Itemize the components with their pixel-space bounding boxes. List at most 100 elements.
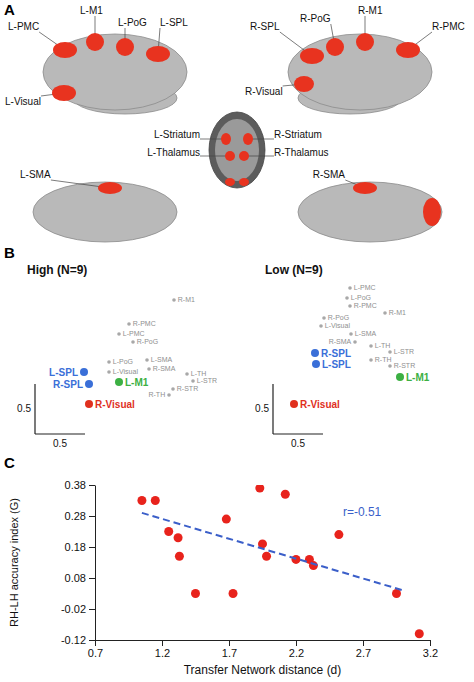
panel-letter: C [4,454,15,471]
node-label: R-TH [148,391,165,398]
node [107,370,111,374]
region-patch [353,182,377,194]
scale-bar [35,433,85,434]
node [80,368,88,376]
node-label: L-SPL [322,359,351,370]
point [137,496,146,505]
region-label: R-SMA [313,169,346,180]
tick-mark [296,640,297,646]
region-label: L-SMA [20,169,51,180]
region-label: L-SPL [160,17,188,28]
node-label: R-M1 [178,296,195,303]
tick-label: 1.2 [155,647,170,659]
tick-label: -0.12 [61,634,86,646]
region-patch [243,133,253,145]
point [415,629,424,638]
x-axis-title: Transfer Network distance (d) [184,663,342,677]
brain-axial-inner [215,119,259,181]
point [191,589,200,598]
brain-medial-right [298,182,442,242]
tick-mark [89,516,95,517]
scatter-panel: C0.71.21.72.22.73.2-0.12-0.020.080.180.2… [4,454,438,677]
tick: 2.2 [289,640,304,659]
node [388,350,392,354]
tick-mark [89,485,95,486]
tick-mark [162,640,163,646]
tick-label: 0.28 [65,510,86,522]
tick-label: 0.18 [65,541,86,553]
scale-bar-label: 0.5 [53,438,67,449]
region-patch [423,198,441,226]
panel-title: Low (N=9) [265,263,323,277]
node-label: R-PoG [137,338,158,345]
region-label: L-Thalamus [147,147,200,158]
tick-mark [89,578,95,579]
node [312,360,320,368]
node-label: L-Visual [113,368,139,375]
region-patch [300,48,324,64]
tick-label: 3.2 [423,647,438,659]
annotation: r=-0.51 [343,505,382,519]
node [311,349,319,357]
node [131,340,135,344]
region-label: R-PoG [300,13,331,24]
brain-lateral-left [43,34,187,110]
panel-letter: B [4,244,15,261]
scale-bar [273,433,323,434]
node-label: L-SMA [151,356,173,363]
node-label: R-PMC [133,320,156,327]
node [115,378,123,386]
node [348,286,352,290]
node-label: L-STR [197,377,217,384]
node [117,332,121,336]
brain-axial [209,112,265,188]
tick: 2.7 [356,640,371,659]
point [164,527,173,536]
tick-label: 2.2 [289,647,304,659]
region-patch [225,178,235,186]
region-labels: L-PMCL-M1L-PoGL-SPLL-VisualR-PoGR-SPLR-M… [5,5,465,180]
tick: 1.7 [222,640,237,659]
node [127,322,131,326]
tick-label: 2.7 [356,647,371,659]
network-panel: Low (N=9)0.50.5L-M1L-SPLR-SPLR-VisualL-P… [255,263,430,449]
node-label: L-SMA [355,330,377,337]
tick-label: 0.08 [65,572,86,584]
node-label: R-Visual [95,399,135,410]
node [353,340,357,344]
node-label: L-PMC [354,284,376,291]
tick-mark [95,640,96,646]
region-patch [116,38,134,56]
node [145,358,149,362]
tick: 1.2 [155,640,170,659]
node [396,373,404,381]
region-patch [86,33,104,51]
node-label: L-PoG [351,294,371,301]
network-panel: BHigh (N=9)0.50.5L-M1L-SPLR-SPLR-VisualL… [4,244,217,449]
node [85,380,93,388]
tick-mark [89,609,95,610]
point [229,589,238,598]
node [348,304,352,308]
node [319,324,323,328]
node [383,311,387,315]
node [369,358,373,362]
region-label: L-M1 [80,5,103,16]
region-label: R-M1 [358,5,383,16]
region-patch [239,151,249,161]
node [290,400,298,408]
region-patch [396,42,420,58]
figure: AL-PMCL-M1L-PoGL-SPLL-VisualR-PoGR-SPLR-… [0,0,474,682]
region-patches [52,33,420,194]
node-labels: L-M1L-SPLR-SPLR-VisualL-PMCL-PoGL-Visual… [49,296,217,409]
panel-a: AL-PMCL-M1L-PoGL-SPLL-VisualR-PoGR-SPLR-… [4,1,465,242]
trend-line [142,513,403,591]
node-label: L-Visual [325,322,351,329]
tick-label: 1.7 [222,647,237,659]
scale-bar-label: 0.5 [17,403,31,414]
tick: -0.12 [61,634,95,646]
node [147,367,151,371]
region-patch [225,151,235,161]
region-patch [52,85,76,101]
scale-bar-label: 0.5 [255,403,269,414]
